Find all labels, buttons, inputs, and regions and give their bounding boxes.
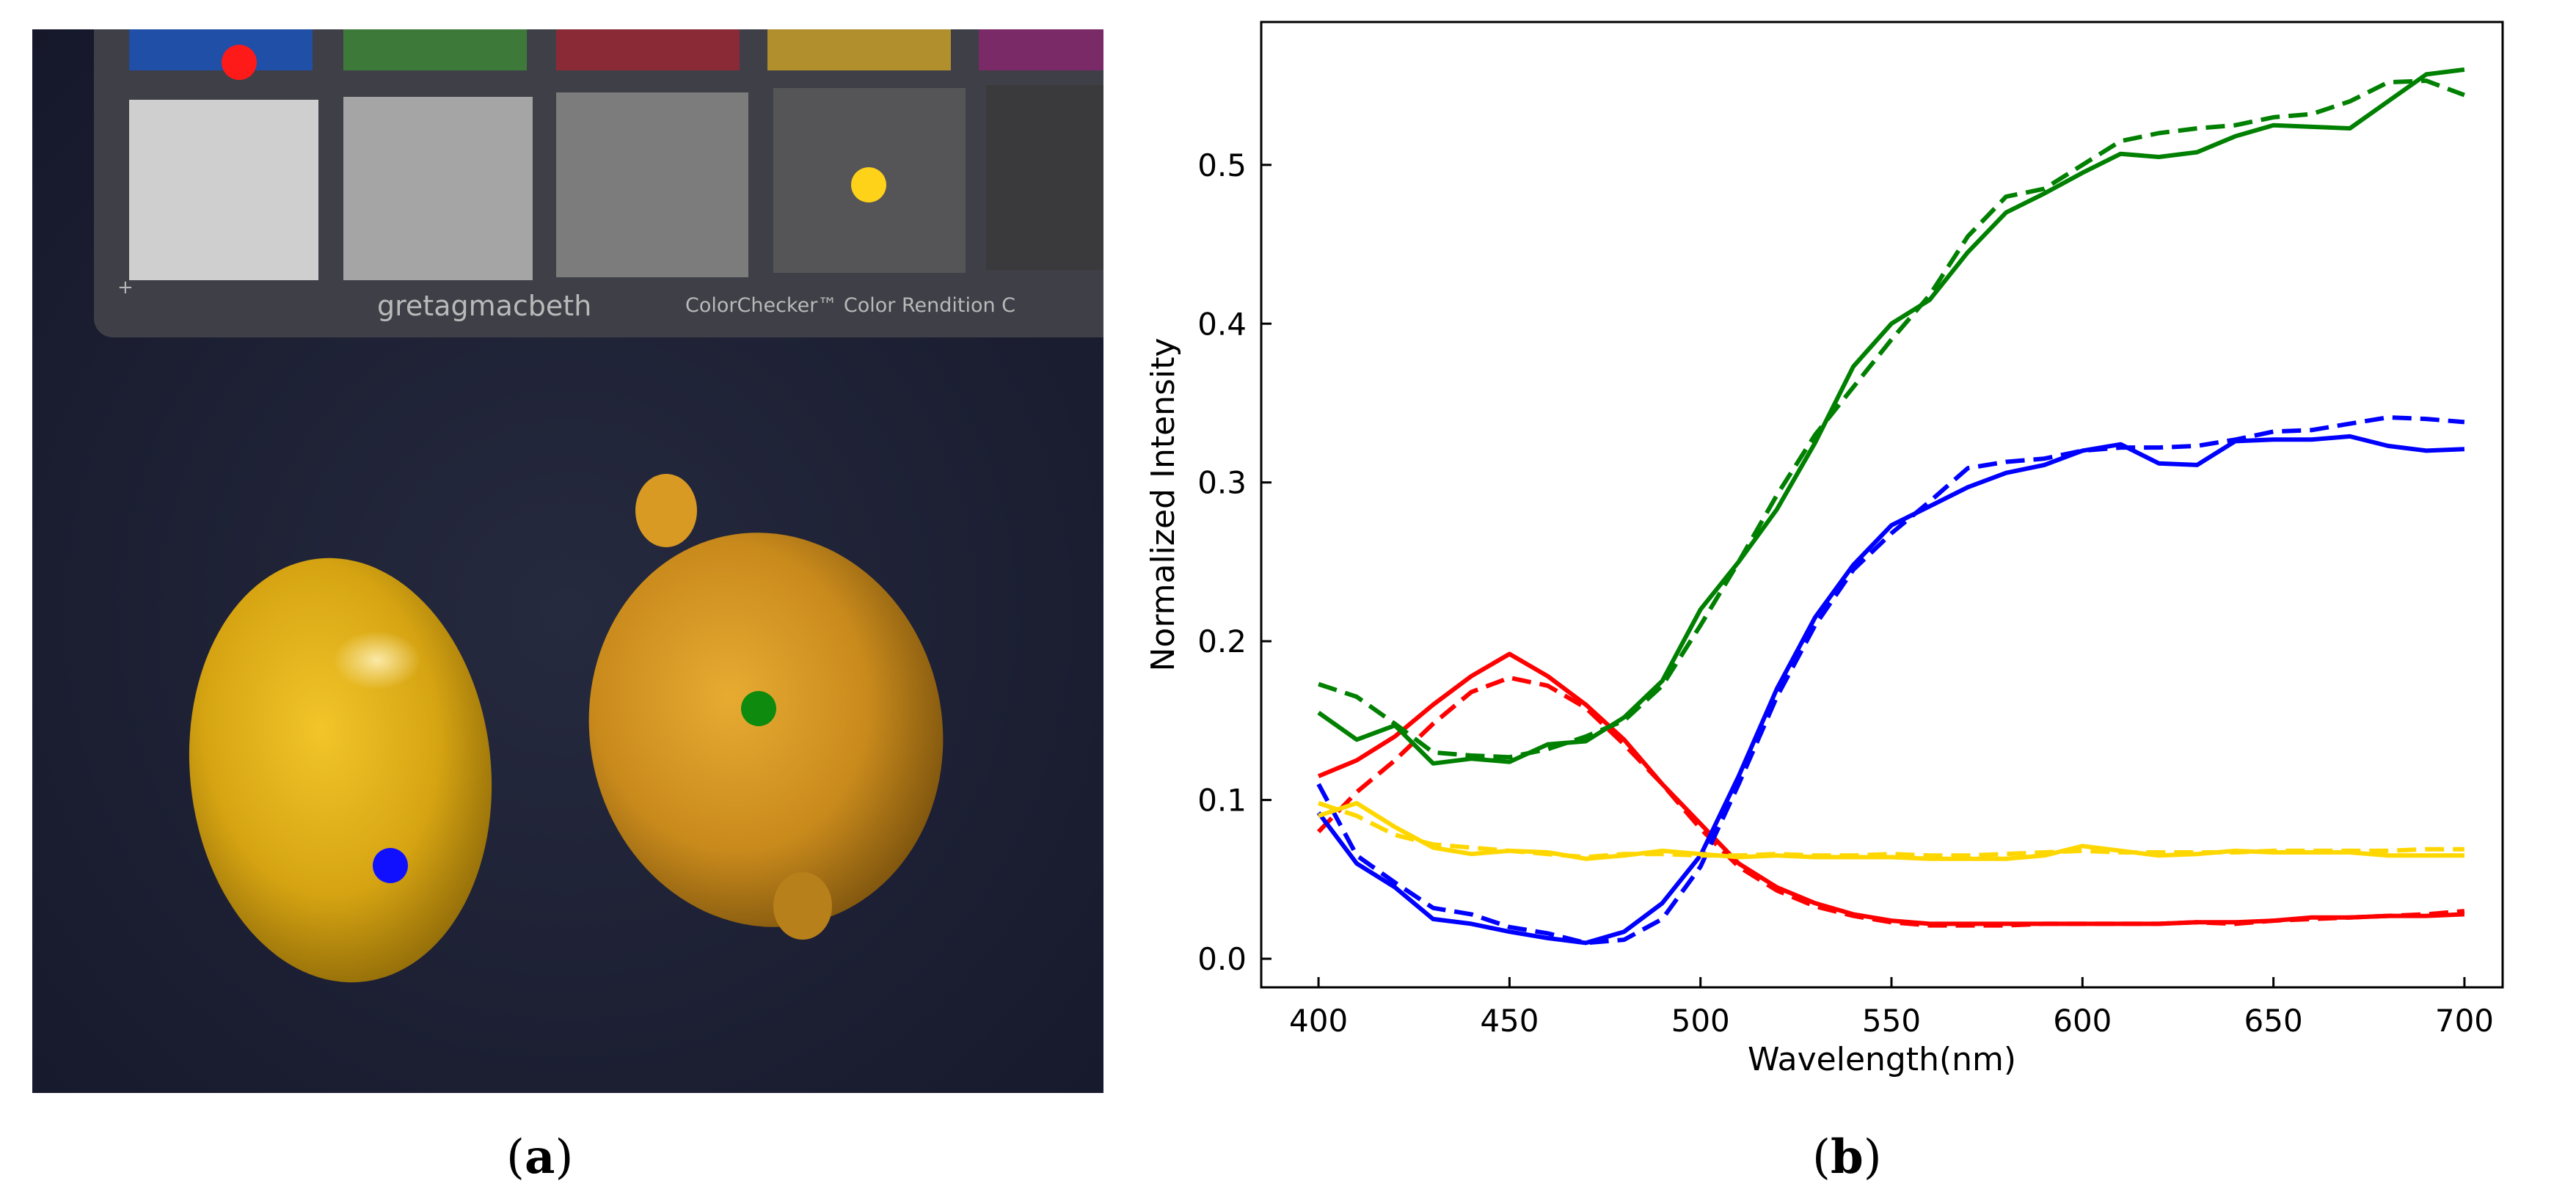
x-tick-label-700: 700 bbox=[2435, 1003, 2494, 1039]
x-tick-label-550: 550 bbox=[1862, 1003, 1921, 1039]
right-lemon bbox=[588, 474, 944, 940]
series-line-green-solid bbox=[1317, 67, 2465, 766]
y-tick-label-1: 0.1 bbox=[1197, 783, 1247, 819]
color-checker-card: + gretagmacbeth ColorChecker™ Color Rend… bbox=[94, 29, 1103, 337]
y-tick-label-0: 0.0 bbox=[1197, 941, 1247, 977]
svg-text:+: + bbox=[117, 277, 134, 299]
checker-name-text: ColorChecker™ Color Rendition C bbox=[685, 294, 1015, 317]
blue-marker bbox=[373, 848, 408, 883]
y-tick-label-2: 0.2 bbox=[1197, 624, 1247, 659]
caption-b: (b) bbox=[1812, 1130, 1882, 1185]
x-axis-label: Wavelength(nm) bbox=[1748, 1041, 2016, 1078]
series-line-red-solid bbox=[1317, 651, 2465, 926]
checker-brand-text: gretagmacbeth bbox=[377, 290, 591, 322]
x-tick-label-450: 450 bbox=[1480, 1003, 1539, 1039]
y-tick-label-4: 0.4 bbox=[1197, 306, 1247, 342]
series-line-yellow-dashed bbox=[1318, 801, 2464, 860]
y-tick-label-3: 0.3 bbox=[1197, 465, 1247, 501]
red-marker bbox=[222, 45, 257, 80]
x-tick-label-600: 600 bbox=[2053, 1003, 2112, 1039]
series-line-red-dashed bbox=[1316, 675, 2465, 928]
y-tick-label-5: 0.5 bbox=[1197, 147, 1247, 183]
x-tick-label-400: 400 bbox=[1289, 1003, 1348, 1039]
spectrum-chart: 400 450 500 550 600 650 700 0.0 0.1 0.2 0.3 0.4 0.5 W… bbox=[1145, 21, 2504, 1078]
green-marker bbox=[741, 691, 776, 726]
series-line-blue-dashed bbox=[1316, 415, 2465, 946]
lemon-photo: + gretagmacbeth ColorChecker™ Color Rend… bbox=[32, 29, 1103, 1093]
y-axis-label: Normalized Intensity bbox=[1145, 337, 1182, 671]
yellow-marker bbox=[851, 167, 886, 202]
x-tick-label-500: 500 bbox=[1671, 1003, 1730, 1039]
caption-a: (a) bbox=[506, 1130, 574, 1185]
series-line-blue-solid bbox=[1316, 434, 2465, 946]
plot-frame bbox=[1260, 21, 2504, 989]
left-lemon bbox=[189, 557, 492, 983]
series-line-green-dashed bbox=[1318, 78, 2465, 760]
x-tick-label-650: 650 bbox=[2244, 1003, 2303, 1039]
